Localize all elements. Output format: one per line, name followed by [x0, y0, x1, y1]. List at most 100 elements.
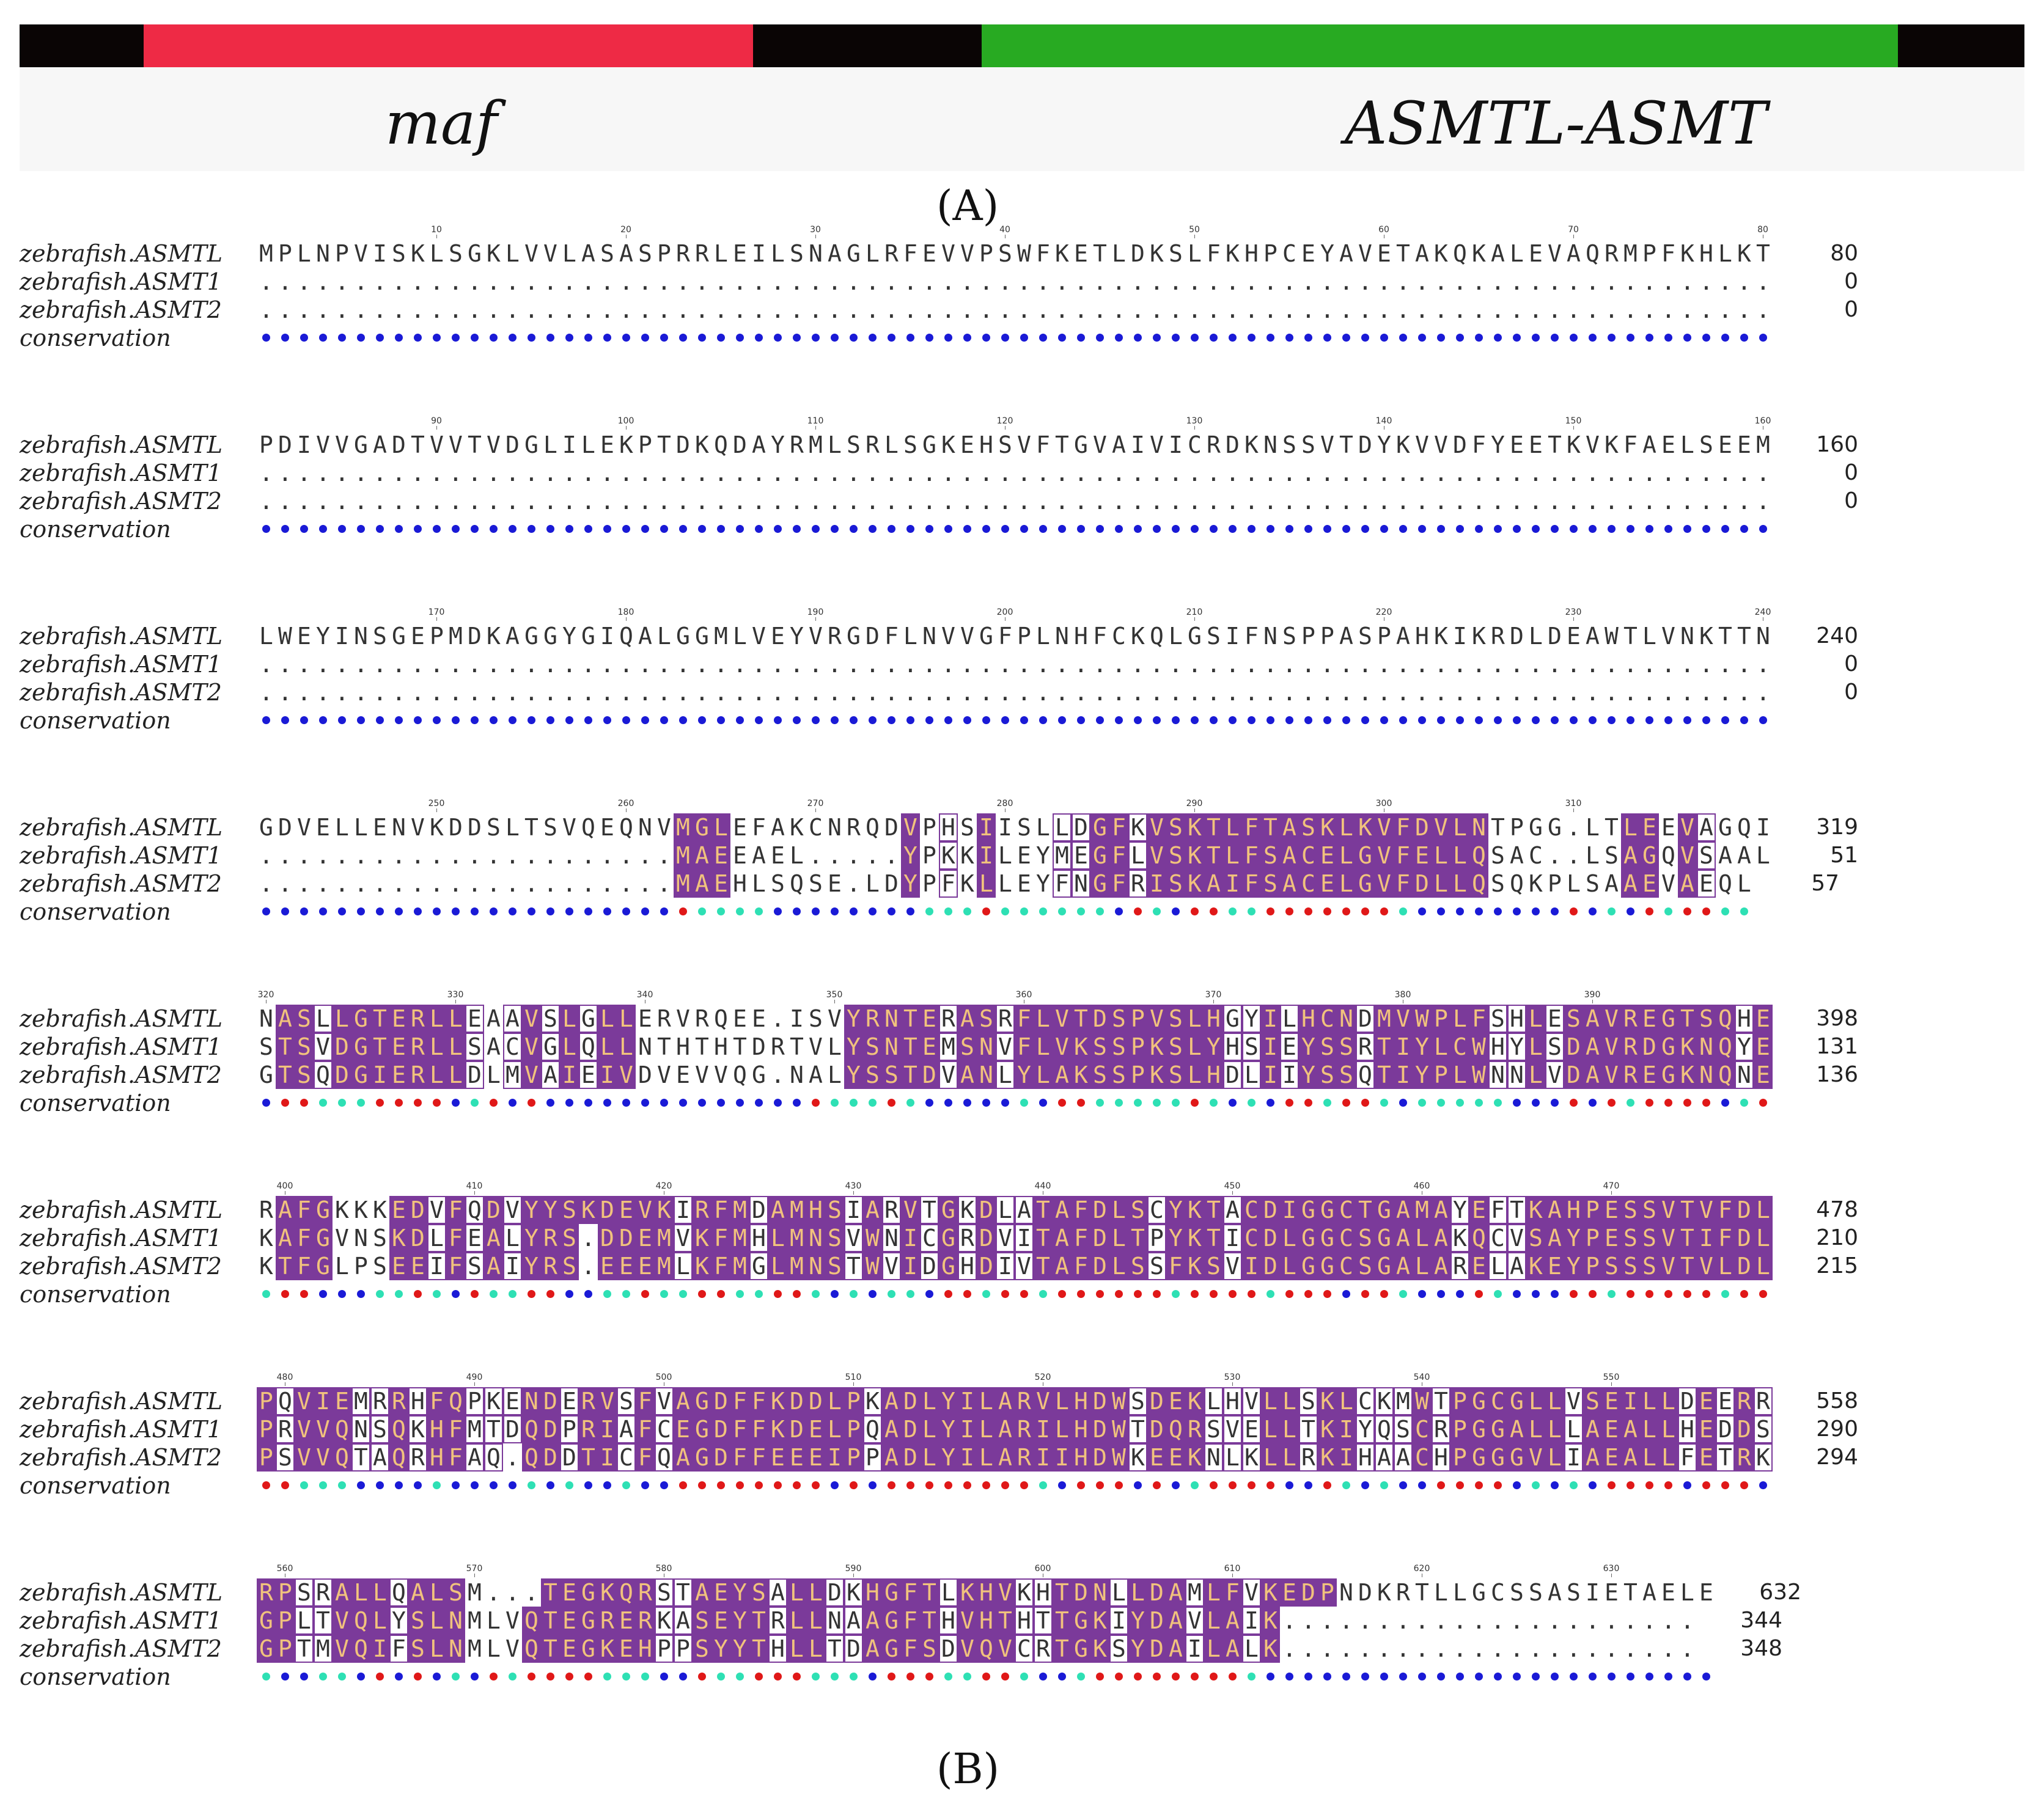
residue: A — [674, 1387, 693, 1415]
conservation-dot — [622, 716, 630, 724]
residue: . — [1017, 268, 1031, 295]
residue: K — [1567, 431, 1581, 458]
residue: . — [1548, 679, 1562, 706]
residue: . — [1074, 651, 1088, 678]
residue: H — [1735, 1005, 1754, 1033]
residue: L — [617, 1005, 636, 1033]
residue: W — [278, 623, 292, 650]
residue: . — [1244, 651, 1259, 678]
conservation-dot — [698, 1673, 706, 1681]
conservation-dot — [755, 1290, 763, 1298]
residue: T — [1375, 1061, 1394, 1089]
row-end-position: 348 — [1740, 1636, 1782, 1661]
residue: . — [278, 488, 292, 515]
residue: I — [1242, 1607, 1261, 1635]
residue: . — [998, 296, 1012, 323]
residue: V — [958, 1635, 977, 1663]
conservation-dot — [1001, 1673, 1009, 1681]
residue: . — [1567, 488, 1581, 515]
residue: K — [619, 431, 633, 458]
residue: L — [1204, 1607, 1223, 1635]
conservation-dot — [471, 907, 479, 915]
conservation-dot — [660, 525, 668, 533]
conservation-dot — [963, 525, 971, 533]
residue: D — [711, 1415, 730, 1443]
conservation-dot — [831, 1673, 839, 1681]
residue: L — [1223, 813, 1242, 841]
residue: . — [392, 870, 406, 897]
residue: E — [1737, 431, 1751, 458]
residue: . — [619, 870, 633, 897]
residue: . — [1567, 460, 1581, 486]
position-tick: 580 — [645, 1564, 682, 1577]
residue: G — [1469, 1443, 1488, 1472]
conservation-dot — [546, 525, 554, 533]
residue: . — [1605, 651, 1619, 678]
gene-label-maf: maf — [385, 89, 498, 158]
conservation-dot — [812, 716, 820, 724]
residue: S — [809, 1005, 823, 1032]
conservation-dot — [1266, 525, 1274, 533]
conservation-dot — [944, 334, 952, 342]
residue: . — [1301, 488, 1315, 515]
residue: A — [1223, 1196, 1242, 1224]
residue: . — [657, 268, 671, 295]
residue: . — [752, 651, 766, 678]
conservation-dot — [641, 334, 649, 342]
residue: V — [960, 240, 974, 267]
residue: . — [335, 488, 349, 515]
residue: I — [1169, 431, 1183, 458]
residue: Y — [1450, 1196, 1469, 1224]
residue: A — [809, 1061, 823, 1088]
residue: D — [939, 1635, 958, 1663]
conservation-dot — [1229, 334, 1237, 342]
residue: . — [1093, 651, 1107, 678]
residue: F — [446, 1224, 465, 1252]
residue: I — [1034, 1443, 1053, 1472]
conservation-dot — [546, 1481, 554, 1489]
residue: S — [903, 431, 917, 458]
residue: S — [449, 240, 463, 267]
residue: . — [505, 268, 520, 295]
residue: E — [1716, 1387, 1735, 1415]
residue: . — [619, 488, 633, 515]
residue: L — [1280, 1005, 1299, 1033]
residue: Y — [844, 1005, 863, 1033]
conservation-dot — [565, 525, 573, 533]
residue: P — [922, 870, 936, 897]
residue: . — [411, 651, 425, 678]
residue: S — [1301, 431, 1315, 458]
residue: R — [408, 1061, 427, 1089]
residue: D — [560, 1443, 579, 1472]
conservation-dot — [774, 1099, 782, 1107]
residue: P — [657, 240, 671, 267]
conservation-dot — [490, 334, 498, 342]
residue: D — [977, 1252, 996, 1280]
conservation-dot — [338, 1099, 346, 1107]
residue: . — [505, 679, 520, 706]
residue: . — [524, 842, 539, 869]
residue: E — [1640, 813, 1659, 841]
residue: C — [1356, 1387, 1375, 1415]
residue: F — [752, 814, 766, 841]
conservation-dot — [944, 1099, 952, 1107]
conservation-dot — [717, 334, 725, 342]
residue: W — [1109, 1443, 1128, 1472]
conservation-dot — [319, 334, 327, 342]
residue: . — [1226, 460, 1240, 486]
residue: V — [1017, 431, 1031, 458]
residue: . — [449, 488, 463, 515]
conservation-dot — [471, 1099, 479, 1107]
residue: Q — [1716, 1061, 1735, 1089]
conservation-dot — [1191, 525, 1199, 533]
conservation-dot — [906, 1481, 914, 1489]
residue: . — [752, 268, 766, 295]
residue: L — [370, 1578, 389, 1607]
residue: L — [259, 623, 273, 650]
residue: . — [1339, 1607, 1353, 1634]
conservation-dot — [944, 1290, 952, 1298]
residue: . — [1510, 268, 1524, 295]
residue: E — [1602, 1415, 1621, 1443]
residue: E — [373, 814, 387, 841]
residue: L — [560, 1033, 579, 1061]
